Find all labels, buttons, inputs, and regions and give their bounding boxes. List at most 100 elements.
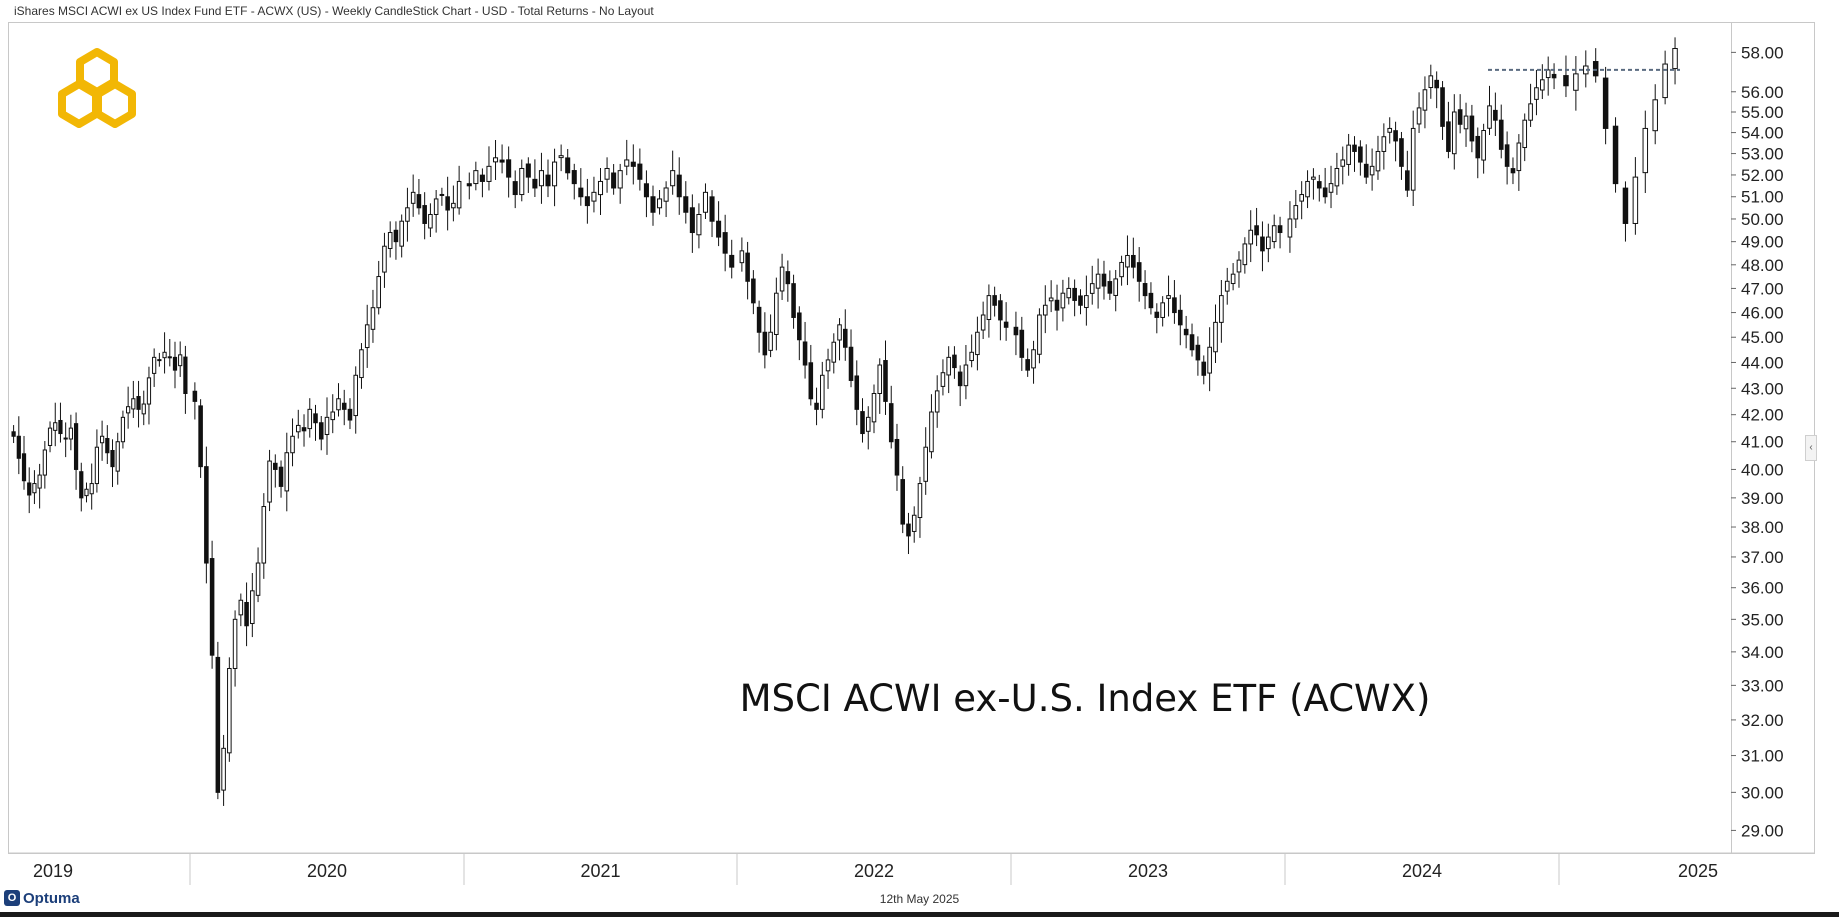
candle: [376, 260, 381, 315]
candle: [416, 178, 422, 215]
candle-body: [416, 194, 422, 209]
candle: [768, 314, 773, 358]
candle-body: [888, 403, 894, 443]
year-label: 2025: [1678, 861, 1718, 881]
candle-body: [1305, 180, 1310, 198]
candle-body: [538, 170, 544, 187]
candle-body: [157, 359, 162, 362]
candle-body: [152, 356, 157, 374]
candle: [1622, 181, 1629, 242]
candle: [451, 185, 456, 222]
candle: [716, 201, 722, 247]
candle-body: [1219, 295, 1224, 323]
candle-body: [624, 159, 630, 167]
candle-body: [136, 396, 141, 410]
candle-body: [825, 359, 831, 372]
candle-body: [84, 488, 89, 497]
candle: [1177, 294, 1183, 346]
candle: [428, 203, 433, 237]
candle-body: [313, 413, 318, 424]
optuma-logo: O Optuma: [4, 889, 80, 907]
price-tick-label: 33.00: [1741, 676, 1784, 695]
candle-body: [1446, 121, 1451, 152]
candle: [1089, 265, 1095, 305]
candle-body: [1422, 89, 1428, 111]
candle: [975, 316, 980, 371]
candle: [1131, 237, 1136, 279]
candle-body: [1113, 278, 1119, 296]
candle-body: [1054, 299, 1060, 311]
candle-body: [1095, 273, 1101, 289]
candle: [433, 190, 439, 233]
candle-body: [506, 159, 512, 178]
candle: [1142, 270, 1148, 310]
candle-body: [512, 181, 518, 196]
candle-body: [37, 474, 42, 489]
candle-body: [1469, 115, 1475, 142]
candle: [1522, 113, 1528, 162]
candle-body: [934, 390, 940, 413]
candle: [120, 410, 126, 449]
candle-body: [387, 232, 393, 249]
candle-body: [32, 483, 37, 494]
year-axis: 2019 2020 2021 2022 2023 2024 2025: [33, 853, 1718, 885]
candle-body: [227, 667, 232, 754]
candle: [802, 321, 808, 379]
candle-body: [1340, 159, 1346, 167]
candle: [284, 432, 290, 512]
candle-body: [1498, 119, 1504, 150]
candle: [1305, 170, 1310, 209]
candle: [1003, 302, 1009, 341]
candle: [313, 404, 318, 441]
candle-body: [1042, 304, 1048, 316]
candle-body: [1060, 292, 1066, 309]
candle: [1510, 157, 1516, 185]
candle: [923, 427, 928, 495]
candle-body: [545, 174, 551, 187]
candle: [512, 170, 518, 209]
candle: [53, 402, 58, 447]
candle-body: [820, 374, 825, 410]
candle-body: [929, 411, 934, 453]
candle: [347, 398, 353, 430]
candle-body: [115, 441, 120, 472]
candle: [820, 361, 825, 419]
candle: [84, 482, 89, 503]
candle: [969, 334, 974, 368]
price-tick-label: 55.00: [1741, 103, 1784, 122]
candle: [278, 460, 284, 498]
candle: [1060, 279, 1066, 322]
candle: [825, 348, 831, 389]
candle: [998, 294, 1003, 341]
candle-body: [1136, 262, 1142, 282]
year-label: 2023: [1128, 861, 1168, 881]
price-tick-label: 34.00: [1741, 643, 1784, 662]
candle: [934, 375, 940, 428]
candle-body: [1236, 259, 1242, 273]
candle: [290, 418, 295, 467]
candle: [486, 146, 492, 191]
candle: [1475, 127, 1481, 179]
price-tick-label: 45.00: [1741, 328, 1784, 347]
candle: [68, 414, 73, 451]
candle-body: [722, 232, 728, 254]
candle-body: [751, 278, 756, 304]
candle-body: [162, 351, 167, 359]
candle: [1219, 280, 1224, 343]
candle: [37, 463, 42, 509]
candle: [63, 422, 68, 458]
candle-body: [1207, 346, 1212, 374]
candle: [696, 203, 702, 249]
candle: [525, 157, 531, 193]
candle-body: [499, 159, 505, 163]
candle-body: [466, 183, 472, 187]
candle: [492, 139, 499, 180]
candle-body: [68, 427, 73, 440]
candle: [167, 338, 172, 367]
candle: [871, 384, 877, 434]
candle: [255, 547, 261, 603]
candle-body: [1612, 125, 1619, 185]
candle: [1260, 221, 1265, 272]
candle-body: [1084, 295, 1089, 309]
collapse-panel-button[interactable]: ‹: [1805, 435, 1817, 461]
